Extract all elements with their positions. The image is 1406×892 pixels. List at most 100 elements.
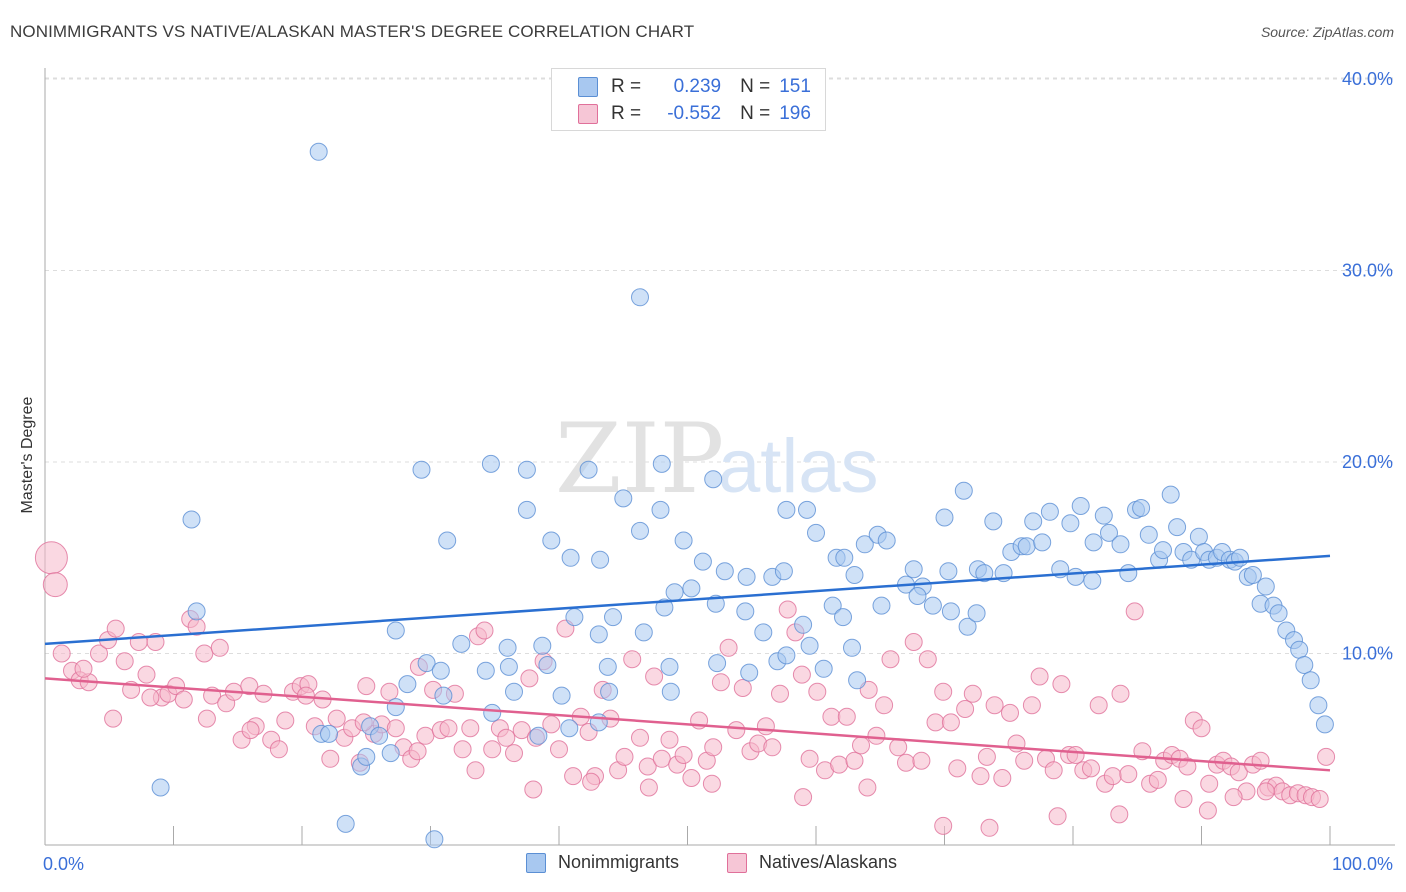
point-nonimmigrants [425, 830, 444, 849]
point-nonimmigrants [320, 724, 338, 743]
point-natives-alaskans [1001, 703, 1019, 722]
y-tick-label: 30.0% [1342, 261, 1393, 281]
point-natives-alaskans [858, 778, 877, 797]
point-natives-alaskans [1148, 770, 1167, 789]
point-nonimmigrants [517, 460, 536, 479]
point-nonimmigrants [552, 686, 571, 705]
point-nonimmigrants [386, 621, 405, 640]
point-nonimmigrants [505, 682, 523, 701]
point-nonimmigrants [1033, 533, 1052, 552]
point-nonimmigrants [309, 142, 328, 161]
point-nonimmigrants [655, 598, 674, 617]
point-natives-alaskans [837, 707, 856, 726]
point-natives-alaskans [524, 780, 543, 799]
point-nonimmigrants [589, 625, 608, 644]
point-natives-alaskans [357, 677, 376, 696]
point-nonimmigrants [336, 814, 355, 833]
point-nonimmigrants [877, 531, 896, 550]
point-nonimmigrants [939, 562, 958, 581]
point-nonimmigrants [1231, 548, 1249, 567]
point-nonimmigrants [561, 548, 580, 567]
point-nonimmigrants [777, 646, 796, 665]
point-natives-alaskans [380, 682, 399, 701]
trend-lines [44, 554, 1331, 772]
legend-r-value: -0.552 [667, 103, 722, 124]
point-nonimmigrants [1295, 656, 1314, 674]
point-natives-alaskans [1317, 747, 1336, 766]
point-nonimmigrants [848, 671, 867, 690]
point-nonimmigrants [1066, 567, 1085, 586]
point-natives-alaskans [763, 738, 782, 757]
point-natives-alaskans [453, 740, 472, 759]
point-natives-alaskans [926, 713, 945, 732]
point-natives-alaskans [704, 738, 723, 757]
bottom-legend-nonimmigrants: Nonimmigrants [526, 852, 679, 873]
point-nonimmigrants [674, 531, 693, 550]
point-natives-alaskans [483, 740, 502, 759]
point-natives-alaskans [977, 747, 996, 766]
point-nonimmigrants [381, 744, 400, 763]
watermark: ZIP atlas [555, 403, 879, 515]
point-nonimmigrants [538, 656, 557, 674]
point-natives-alaskans [794, 788, 813, 807]
watermark-zip: ZIP [555, 403, 724, 515]
series-natives-alaskans [34, 541, 1336, 837]
point-natives-alaskans [645, 667, 664, 686]
point-natives-alaskans [615, 747, 634, 766]
point-nonimmigrants [1132, 499, 1151, 517]
y-tick-label: 40.0% [1342, 69, 1393, 89]
point-nonimmigrants [631, 521, 649, 540]
point-nonimmigrants [665, 583, 684, 602]
point-nonimmigrants [708, 654, 727, 673]
point-nonimmigrants [1040, 502, 1059, 521]
point-nonimmigrants [660, 657, 679, 676]
point-nonimmigrants [715, 562, 734, 581]
point-nonimmigrants [565, 608, 584, 627]
point-natives-alaskans [1082, 759, 1100, 778]
point-nonimmigrants [634, 623, 653, 642]
point-nonimmigrants [476, 661, 495, 680]
point-natives-alaskans [682, 769, 701, 787]
point-nonimmigrants [967, 604, 986, 623]
point-nonimmigrants [1084, 533, 1103, 552]
y-axis-label: Master's Degree [19, 396, 36, 514]
bottom-legend-label: Natives/Alaskans [759, 852, 898, 872]
point-nonimmigrants [935, 508, 954, 527]
point-nonimmigrants [798, 500, 816, 519]
point-nonimmigrants [1061, 514, 1080, 533]
point-nonimmigrants [614, 489, 633, 508]
point-natives-alaskans [941, 713, 960, 732]
legend-r-label: R = [611, 76, 642, 97]
point-natives-alaskans [771, 684, 789, 703]
legend-n-value: 196 [779, 103, 811, 124]
point-natives-alaskans [711, 673, 730, 692]
point-nonimmigrants [151, 778, 170, 797]
point-natives-alaskans [638, 757, 657, 776]
point-nonimmigrants [693, 552, 712, 571]
point-natives-alaskans [631, 728, 649, 747]
point-natives-alaskans [74, 659, 93, 678]
point-natives-alaskans [34, 541, 68, 575]
point-natives-alaskans [733, 679, 752, 697]
point-nonimmigrants [754, 623, 773, 642]
point-natives-alaskans [800, 749, 819, 768]
point-natives-alaskans [727, 721, 746, 740]
trend-line-natives-alaskans [44, 677, 1331, 772]
point-nonimmigrants [1256, 577, 1275, 596]
point-natives-alaskans [1310, 790, 1329, 808]
point-natives-alaskans [1192, 719, 1211, 738]
point-natives-alaskans [42, 572, 68, 598]
point-nonimmigrants [1111, 535, 1130, 554]
point-nonimmigrants [908, 587, 927, 605]
point-natives-alaskans [1089, 696, 1108, 715]
point-natives-alaskans [639, 778, 658, 797]
point-natives-alaskans [719, 638, 738, 657]
point-natives-alaskans [520, 669, 539, 688]
point-nonimmigrants [398, 675, 417, 694]
point-natives-alaskans [241, 721, 260, 740]
point-nonimmigrants [651, 500, 670, 519]
point-nonimmigrants [1100, 523, 1118, 542]
point-natives-alaskans [408, 742, 427, 761]
source-credit: Source: ZipAtlas.com [1260, 24, 1394, 40]
point-nonimmigrants [941, 602, 960, 621]
